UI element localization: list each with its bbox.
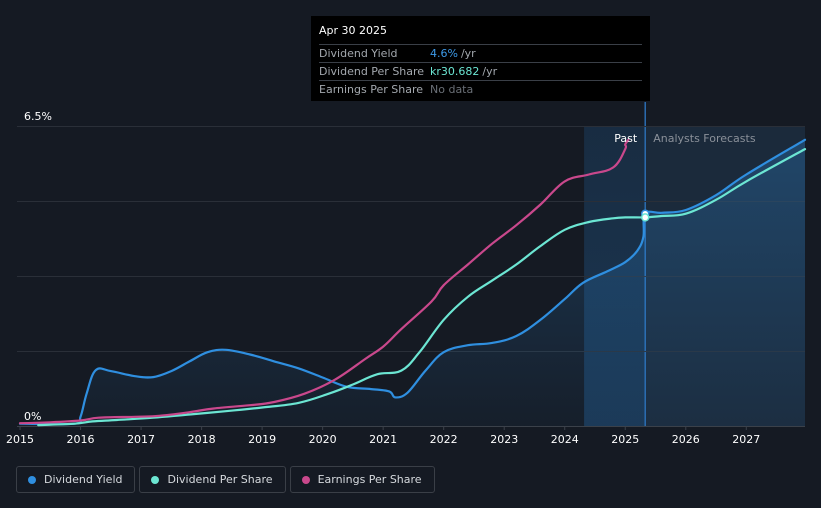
legend-item-earnings-per-share[interactable]: Earnings Per Share (289, 466, 435, 493)
earnings-per-share-line (18, 138, 630, 425)
tooltip-label: Earnings Per Share (319, 83, 424, 96)
dividend-per-share-line (37, 148, 807, 427)
chart-legend: Dividend Yield Dividend Per Share Earnin… (16, 466, 435, 493)
dividend-per-share-dot-icon (151, 475, 160, 484)
x-tick-label: 2027 (732, 433, 760, 446)
tooltip-value: No data (430, 83, 474, 96)
x-tick-label: 2026 (672, 433, 700, 446)
tooltip-unit: /yr (460, 47, 476, 60)
earnings-per-share-dot-icon (301, 475, 310, 484)
past-label: Past (614, 132, 638, 145)
x-tick-label: 2022 (430, 433, 458, 446)
x-tick-label: 2015 (6, 433, 34, 446)
tooltip-row-earnings-per-share: Earnings Per Share No data (319, 80, 642, 98)
tooltip-unit: /yr (482, 65, 498, 78)
x-tick-label: 2018 (188, 433, 216, 446)
tooltip-value: 4.6% (430, 47, 458, 60)
x-tick-label: 2023 (490, 433, 518, 446)
dividend-yield-dot-icon (28, 475, 36, 484)
x-tick-label: 2016 (67, 433, 95, 446)
forecast-label: Analysts Forecasts (653, 132, 756, 145)
x-tick-label: 2017 (127, 433, 155, 446)
x-tick-label: 2020 (309, 433, 337, 446)
legend-label: Dividend Yield (44, 473, 123, 486)
dividend-yield-line (18, 138, 807, 426)
hover-tooltip: Apr 30 2025 Dividend Yield 4.6% /yr Divi… (311, 16, 650, 101)
legend-label: Earnings Per Share (317, 473, 422, 486)
tooltip-row-dividend-per-share: Dividend Per Share kr30.682 /yr (319, 62, 642, 80)
y-tick-label: 6.5% (24, 110, 52, 123)
dividend-per-share-marker (640, 213, 650, 222)
y-tick-label: 0% (24, 410, 41, 423)
legend-label: Dividend Per Share (167, 473, 273, 486)
tooltip-date: Apr 30 2025 (319, 24, 388, 37)
dividend-yield-area (20, 139, 805, 427)
tooltip-label: Dividend Per Share (319, 65, 425, 78)
legend-item-dividend-per-share[interactable]: Dividend Per Share (139, 466, 286, 493)
legend-item-dividend-yield[interactable]: Dividend Yield (16, 466, 136, 493)
tooltip-label: Dividend Yield (319, 47, 398, 60)
x-tick-label: 2021 (369, 433, 397, 446)
tooltip-row-dividend-yield: Dividend Yield 4.6% /yr (319, 44, 642, 62)
tooltip-value: kr30.682 (430, 65, 480, 78)
x-tick-label: 2025 (611, 433, 639, 446)
x-tick-label: 2024 (551, 433, 579, 446)
x-tick-label: 2019 (248, 433, 276, 446)
